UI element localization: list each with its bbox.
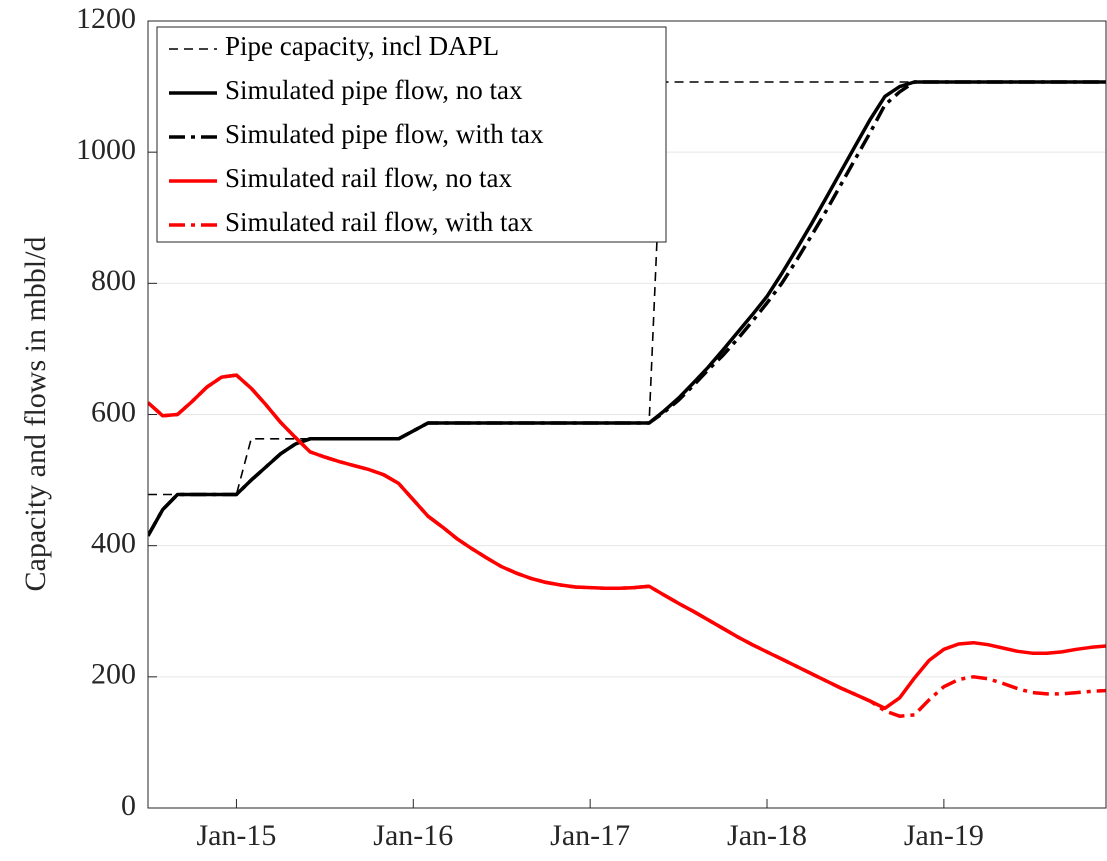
legend-box xyxy=(156,26,667,243)
y-tick-label: 1200 xyxy=(76,2,136,35)
y-axis-label: Capacity and flows in mbbl/d xyxy=(19,237,52,592)
legend-label: Simulated rail flow, no tax xyxy=(225,163,512,193)
series-line xyxy=(148,80,1106,537)
legend: Pipe capacity, incl DAPL Simulated pipe f… xyxy=(156,26,667,243)
x-tick-label: Jan-15 xyxy=(196,819,276,852)
y-tick-label: 1000 xyxy=(76,133,136,166)
y-tick-label: 800 xyxy=(91,264,136,297)
legend-label: Simulated rail flow, with tax xyxy=(225,207,533,237)
series-line xyxy=(148,373,1107,718)
y-tick-label: 400 xyxy=(91,527,136,560)
legend-label: Simulated pipe flow, with tax xyxy=(225,119,544,149)
x-tick-label: Jan-16 xyxy=(373,819,453,852)
axis-box xyxy=(147,20,1107,809)
x-tick-label: Jan-18 xyxy=(727,819,807,852)
x-tick-label: Jan-17 xyxy=(550,819,630,852)
series-line xyxy=(148,373,1107,711)
y-tick-label: 0 xyxy=(121,789,136,822)
y-tick-label: 200 xyxy=(91,658,136,691)
legend-label: Pipe capacity, incl DAPL xyxy=(225,31,499,61)
y-tick-label: 600 xyxy=(91,395,136,428)
legend-label: Simulated pipe flow, no tax xyxy=(225,75,523,105)
x-tick-label: Jan-19 xyxy=(904,819,984,852)
